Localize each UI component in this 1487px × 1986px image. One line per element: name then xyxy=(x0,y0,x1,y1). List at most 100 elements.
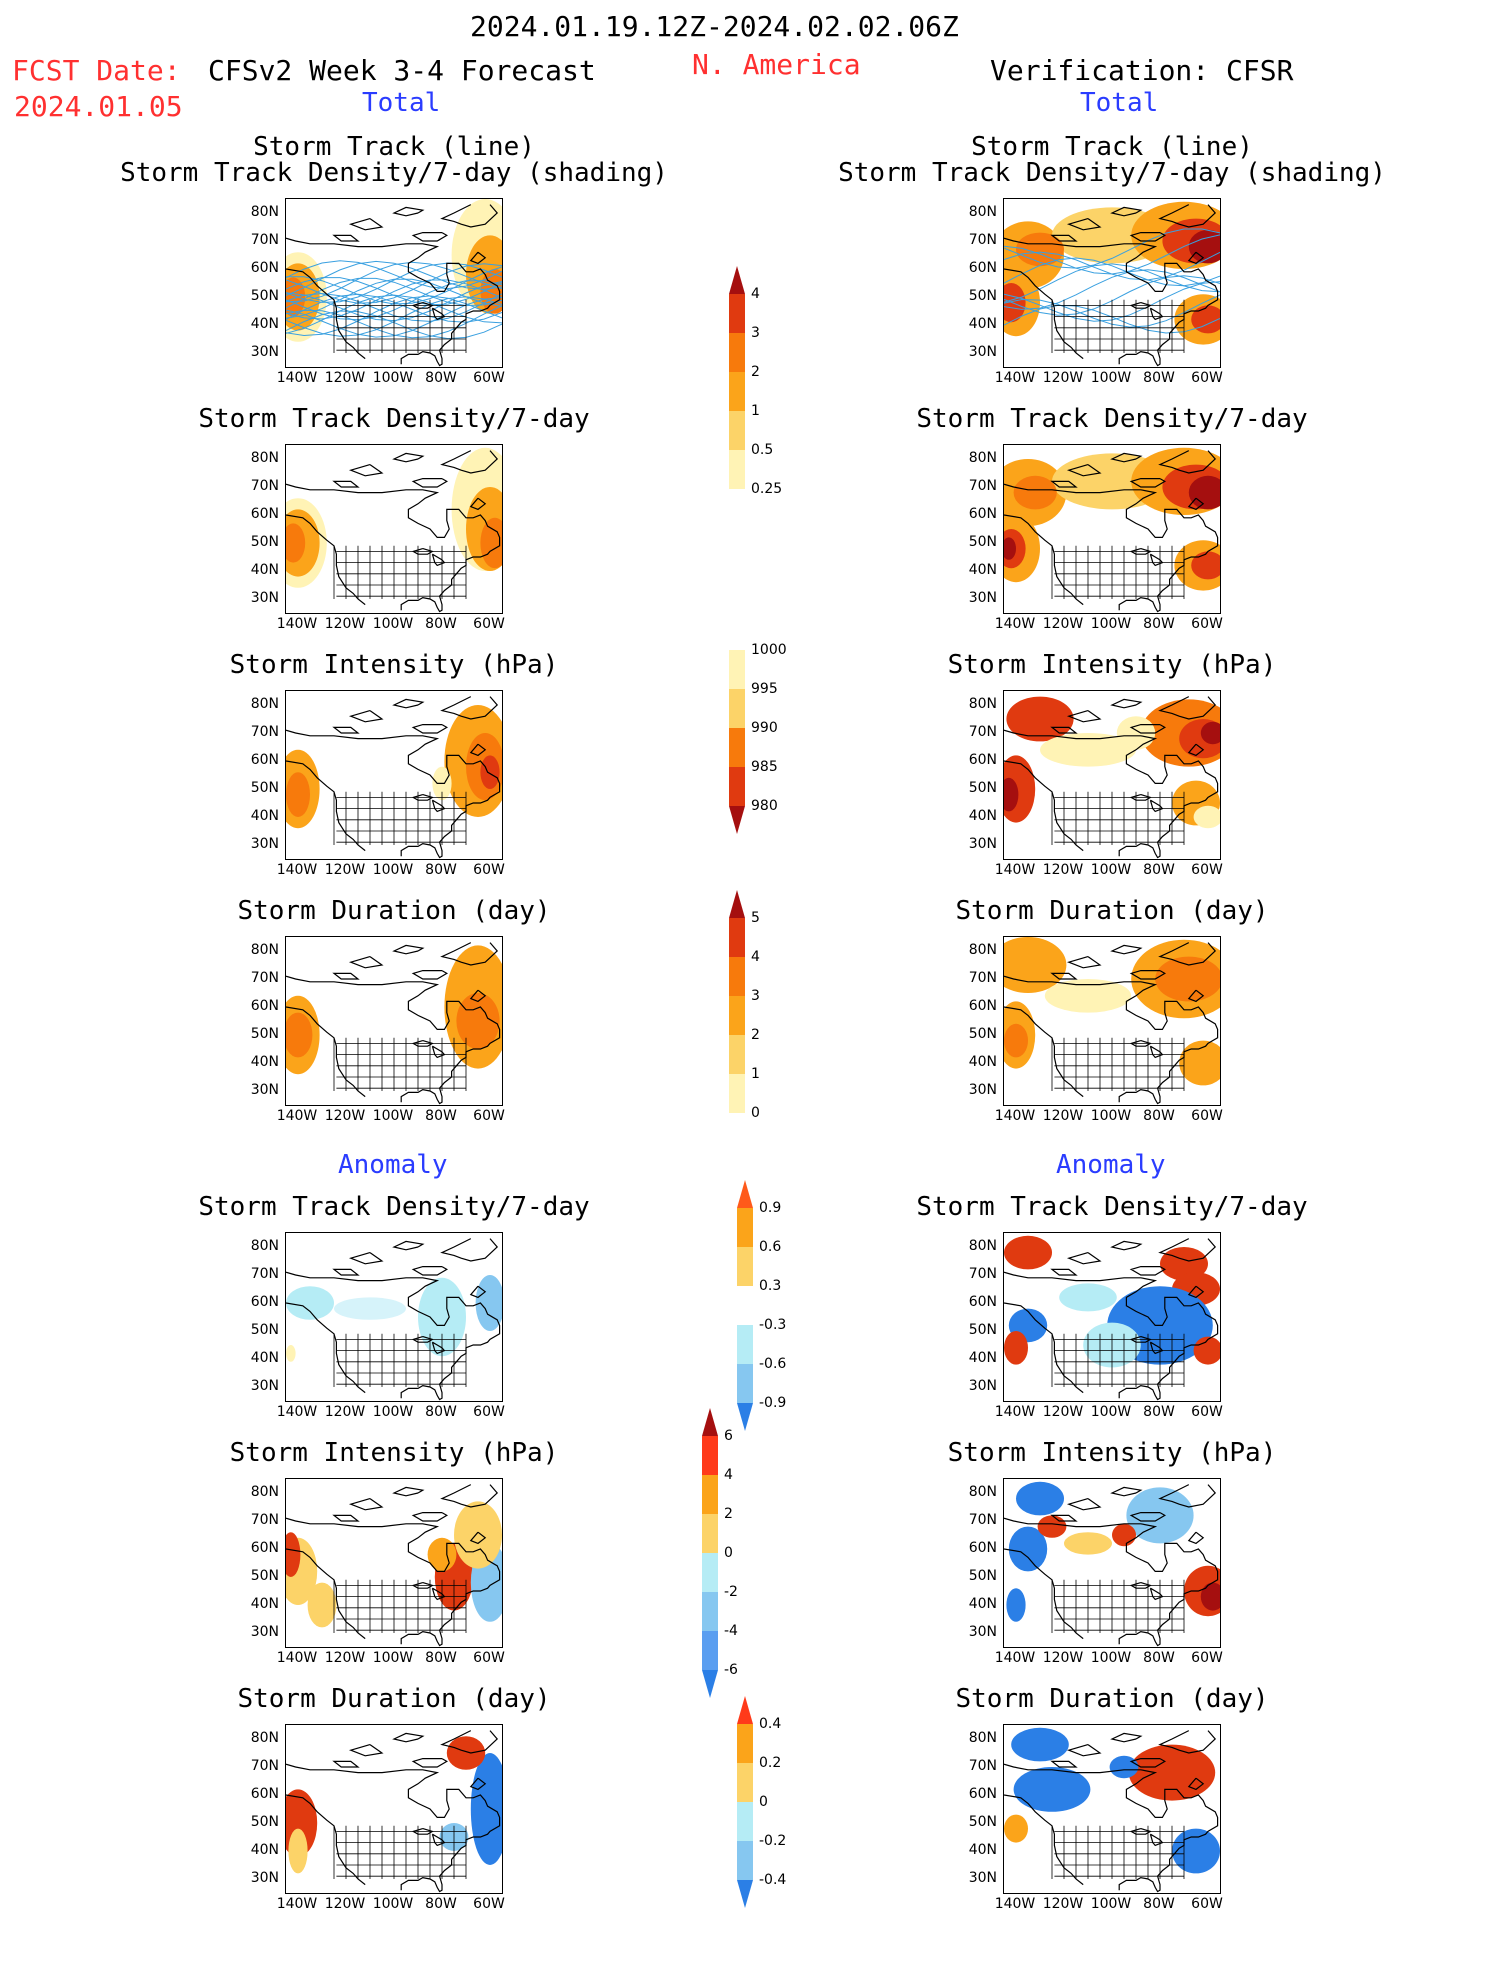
colorbar-swatch xyxy=(737,1763,753,1802)
coastline xyxy=(286,1548,366,1640)
coastline xyxy=(1004,1006,1084,1098)
lat-tick-label: 60N xyxy=(968,1294,997,1310)
lon-tick-label: 60W xyxy=(1191,616,1223,632)
shaded-region xyxy=(1155,956,1220,1002)
colorbar-arrow xyxy=(737,1403,753,1431)
coastline xyxy=(1110,206,1143,217)
coastline xyxy=(1050,480,1078,488)
coastline xyxy=(1149,553,1164,567)
storm-track-line xyxy=(1004,228,1220,269)
colorbar-swatch xyxy=(729,372,745,411)
lat-tick-label: 70N xyxy=(968,970,997,986)
coastline xyxy=(1129,1512,1166,1522)
shaded-region xyxy=(1191,305,1220,334)
map-intensity-verification xyxy=(1003,690,1221,860)
panel-title-duration-anom-right: Storm Duration (day) xyxy=(955,1684,1269,1714)
coastline xyxy=(440,1238,499,1262)
shaded-region xyxy=(1112,1523,1136,1547)
lon-tick-label: 140W xyxy=(994,1108,1036,1124)
shaded-region xyxy=(1004,1331,1028,1365)
map-duration-anomaly-verification xyxy=(1003,1724,1221,1894)
coastline xyxy=(469,989,487,1003)
coastline xyxy=(1050,1514,1078,1522)
lat-tick-label: 80N xyxy=(250,696,279,712)
coastline xyxy=(1158,450,1217,474)
colorbar-arrow xyxy=(729,266,745,294)
lat-tick-label: 80N xyxy=(250,1484,279,1500)
shaded-region xyxy=(1004,777,1019,812)
coastline xyxy=(1187,743,1205,757)
lat-tick-label: 70N xyxy=(968,478,997,494)
lat-tick-label: 40N xyxy=(250,562,279,578)
lon-tick-label: 140W xyxy=(994,1650,1036,1666)
storm-track-line xyxy=(286,279,502,320)
panel-title-intensity-right: Storm Intensity (hPa) xyxy=(947,650,1277,680)
shaded-region xyxy=(1179,1040,1220,1086)
lon-tick-label: 120W xyxy=(1042,862,1084,878)
colorbar-swatch xyxy=(737,1286,753,1325)
coastline xyxy=(392,206,425,217)
shaded-region xyxy=(1004,937,1067,993)
lat-tick-label: 50N xyxy=(968,1568,997,1584)
shaded-region xyxy=(1006,696,1074,742)
lon-tick-label: 80W xyxy=(1143,1108,1175,1124)
shaded-region xyxy=(1200,721,1220,745)
lat-tick-label: 40N xyxy=(968,1596,997,1612)
lon-tick-label: 120W xyxy=(324,1404,366,1420)
shaded-region xyxy=(456,993,500,1049)
shaded-region xyxy=(1188,229,1220,264)
coastline xyxy=(431,1045,446,1059)
colorbar-swatch xyxy=(702,1631,718,1670)
colorbar-label: 4 xyxy=(751,286,760,302)
coastline xyxy=(431,1341,446,1355)
map-duration-verification xyxy=(1003,936,1221,1106)
colorbar-label: 0.3 xyxy=(759,1278,782,1294)
coastline xyxy=(1129,1582,1152,1589)
shaded-region xyxy=(286,1286,334,1320)
lat-tick-label: 70N xyxy=(968,1512,997,1528)
panel-title-duration-anom-left: Storm Duration (day) xyxy=(237,1684,551,1714)
coastline xyxy=(286,268,366,360)
shaded-region xyxy=(1059,1283,1117,1312)
shaded-region xyxy=(1126,1487,1194,1544)
colorbar-label: 2 xyxy=(724,1506,733,1522)
lon-tick-label: 60W xyxy=(473,1404,505,1420)
coastline xyxy=(1129,1758,1166,1768)
coastline xyxy=(348,710,384,723)
lat-tick-label: 30N xyxy=(250,1082,279,1098)
lon-tick-label: 120W xyxy=(1042,1896,1084,1912)
lon-tick-label: 140W xyxy=(276,862,318,878)
lon-tick-label: 120W xyxy=(1042,616,1084,632)
coastline xyxy=(1158,696,1217,720)
map-intensity-anomaly-forecast xyxy=(285,1478,503,1648)
lon-tick-label: 80W xyxy=(425,1896,457,1912)
storm-track-line xyxy=(1004,257,1220,287)
coastline xyxy=(411,1266,448,1276)
shaded-region xyxy=(1172,1828,1220,1874)
lon-tick-label: 120W xyxy=(1042,1108,1084,1124)
coastline xyxy=(1149,1341,1164,1355)
colorbar-label: 5 xyxy=(751,910,760,926)
coastline xyxy=(469,1531,487,1545)
storm-track-line xyxy=(286,278,502,319)
coastline xyxy=(348,218,384,231)
colorbar-label: 4 xyxy=(751,949,760,965)
lon-tick-label: 60W xyxy=(1191,1896,1223,1912)
lon-tick-label: 80W xyxy=(425,1650,457,1666)
map-intensity-anomaly-verification xyxy=(1003,1478,1221,1648)
lat-tick-label: 50N xyxy=(250,780,279,796)
lat-tick-label: 50N xyxy=(250,534,279,550)
coastline xyxy=(1110,1240,1143,1251)
lon-tick-label: 140W xyxy=(994,616,1036,632)
lon-tick-label: 60W xyxy=(473,862,505,878)
coastline xyxy=(440,450,499,474)
coastline xyxy=(411,1336,434,1343)
coastline xyxy=(392,698,425,709)
coastline xyxy=(1129,794,1152,801)
coastline xyxy=(431,553,446,567)
shaded-region xyxy=(1037,1515,1067,1538)
lon-tick-label: 80W xyxy=(425,1108,457,1124)
map-track-forecast xyxy=(285,198,503,368)
coastline xyxy=(286,1517,501,1647)
coastline xyxy=(1129,478,1166,488)
